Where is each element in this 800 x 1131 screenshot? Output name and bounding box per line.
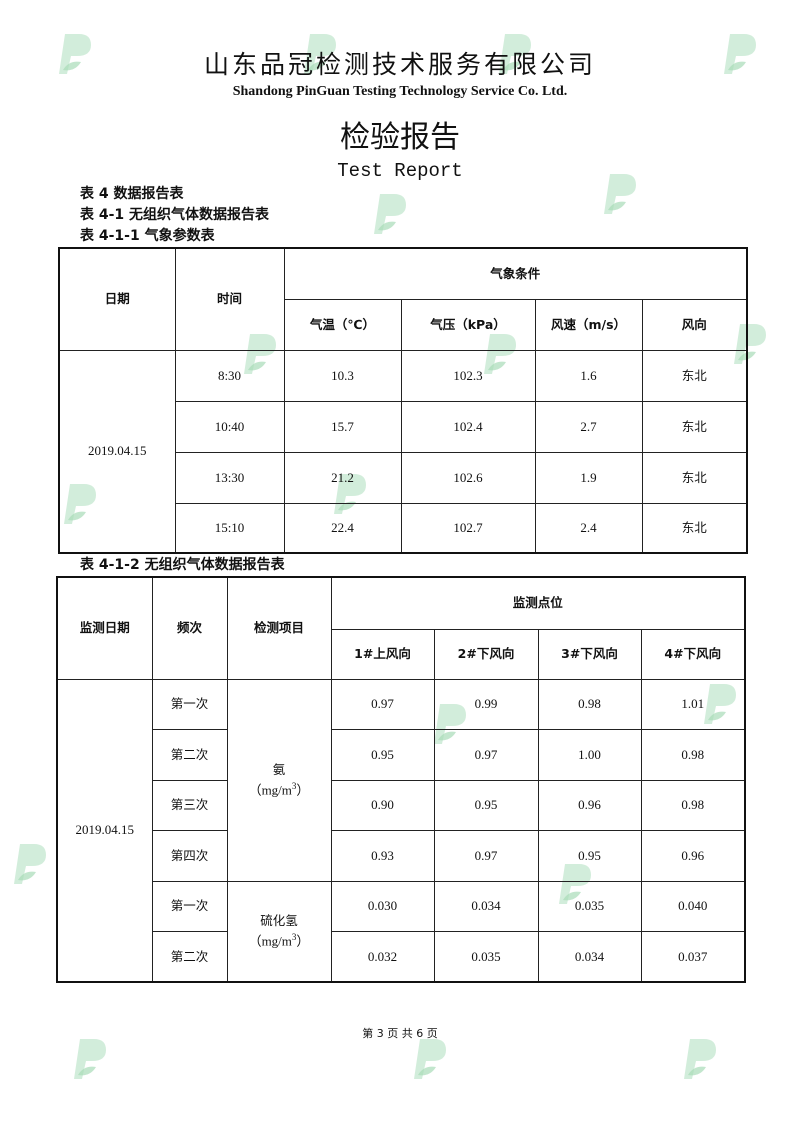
wind-speed-cell: 1.6 — [534, 349, 643, 402]
value-cell: 0.96 — [640, 830, 746, 882]
date-cell: 2019.04.15 — [58, 349, 176, 554]
pressure-cell: 102.3 — [400, 349, 536, 402]
header-point-2: 2#下风向 — [433, 628, 539, 680]
pressure-cell: 102.6 — [400, 451, 536, 504]
value-cell: 0.98 — [537, 678, 642, 730]
watermark-logo — [684, 1039, 716, 1079]
value-cell: 0.95 — [330, 729, 435, 781]
weather-table: 日期 时间 气象条件 气温（℃） 气压（kPa） 风速（m/s） 风向 2019… — [58, 247, 749, 554]
caption-table4-1-2: 表 4-1-2 无组织气体数据报告表 — [80, 557, 285, 573]
value-cell: 0.98 — [640, 779, 746, 831]
value-cell: 0.030 — [330, 880, 435, 932]
wind-speed-cell: 1.9 — [534, 451, 643, 504]
time-cell: 13:30 — [174, 451, 285, 504]
value-cell: 0.034 — [433, 880, 539, 932]
report-title-cn: 检验报告 — [340, 120, 460, 155]
table-row: 第三次 0.90 0.95 0.96 0.98 — [57, 779, 746, 831]
value-cell: 0.97 — [433, 830, 539, 882]
test-item-cell: 硫化氢 （mg/m3） — [226, 880, 332, 983]
report-title-en: Test Report — [337, 160, 463, 182]
caption-table4: 表 4 数据报告表 — [80, 186, 184, 202]
value-cell: 0.035 — [537, 880, 642, 932]
table-row: 第一次 硫化氢 （mg/m3） 0.030 0.034 0.035 0.040 — [57, 880, 746, 983]
temp-cell: 10.3 — [283, 349, 402, 402]
watermark-logo — [14, 844, 46, 884]
wind-dir-cell: 东北 — [641, 400, 748, 453]
value-cell: 0.90 — [330, 779, 435, 831]
value-cell: 0.035 — [433, 931, 539, 983]
company-name-en: Shandong PinGuan Testing Technology Serv… — [232, 84, 568, 99]
value-cell: 0.032 — [330, 931, 435, 983]
header-time: 时间 — [174, 247, 285, 351]
header-date: 日期 — [58, 247, 176, 351]
header-monitor-points: 监测点位 — [330, 576, 746, 630]
pressure-cell: 102.7 — [400, 502, 536, 554]
gas-table: 监测日期 频次 检测项目 监测点位 1#上风向 2#下风向 3#下风向 4#下风… — [56, 576, 747, 983]
frequency-cell: 第四次 — [151, 830, 228, 882]
table-row: 15:10 22.4 102.7 2.4 东北 — [59, 502, 748, 554]
header-wind-dir: 风向 — [641, 298, 748, 351]
header-test-item: 检测项目 — [226, 576, 332, 680]
header-point-3: 3#下风向 — [537, 628, 642, 680]
frequency-cell: 第一次 — [151, 678, 228, 730]
frequency-cell: 第二次 — [151, 931, 228, 983]
value-cell: 0.040 — [640, 880, 746, 932]
wind-dir-cell: 东北 — [641, 451, 748, 504]
value-cell: 0.97 — [433, 729, 539, 781]
pressure-cell: 102.4 — [400, 400, 536, 453]
item-name: 硫化氢 — [260, 913, 298, 929]
item-unit: （mg/m3） — [248, 780, 310, 798]
temp-cell: 21.2 — [283, 451, 402, 504]
table-row: 10:40 15.7 102.4 2.7 东北 — [59, 400, 748, 453]
table-row: 第二次 0.032 0.035 0.034 0.037 — [57, 931, 746, 983]
header-monitor-date: 监测日期 — [56, 576, 153, 680]
header-point-1: 1#上风向 — [330, 628, 435, 680]
value-cell: 1.00 — [537, 729, 642, 781]
caption-table4-1: 表 4-1 无组织气体数据报告表 — [80, 207, 270, 223]
wind-dir-cell: 东北 — [641, 349, 748, 402]
time-cell: 10:40 — [174, 400, 285, 453]
wind-speed-cell: 2.7 — [534, 400, 643, 453]
value-cell: 0.95 — [433, 779, 539, 831]
page-number: 第 3 页 共 6 页 — [362, 1027, 438, 1040]
value-cell: 1.01 — [640, 678, 746, 730]
value-cell: 0.98 — [640, 729, 746, 781]
value-cell: 0.97 — [330, 678, 435, 730]
temp-cell: 15.7 — [283, 400, 402, 453]
value-cell: 0.99 — [433, 678, 539, 730]
frequency-cell: 第一次 — [151, 880, 228, 932]
value-cell: 0.93 — [330, 830, 435, 882]
value-cell: 0.037 — [640, 931, 746, 983]
value-cell: 0.034 — [537, 931, 642, 983]
item-name: 氨 — [272, 761, 286, 777]
value-cell: 0.95 — [537, 830, 642, 882]
watermark-logo — [74, 1039, 106, 1079]
company-name-cn: 山东品冠检测技术服务有限公司 — [203, 50, 596, 79]
wind-speed-cell: 2.4 — [534, 502, 643, 554]
table-row: 第四次 0.93 0.97 0.95 0.96 — [57, 830, 746, 882]
item-unit: （mg/m3） — [248, 932, 310, 949]
header-pressure: 气压（kPa） — [400, 298, 536, 351]
value-cell: 0.96 — [537, 779, 642, 831]
table-row: 第二次 0.95 0.97 1.00 0.98 — [57, 729, 746, 781]
header-frequency: 频次 — [151, 576, 228, 680]
temp-cell: 22.4 — [283, 502, 402, 554]
watermark-logo — [414, 1039, 446, 1079]
test-item-cell: 氨 （mg/m3） — [226, 678, 332, 882]
table-row: 2019.04.15 8:30 10.3 102.3 1.6 东北 — [58, 349, 748, 554]
header-weather-conditions: 气象条件 — [283, 247, 748, 300]
time-cell: 15:10 — [174, 502, 285, 554]
frequency-cell: 第二次 — [151, 729, 228, 781]
header-point-4: 4#下风向 — [640, 628, 746, 680]
header-wind-speed: 风速（m/s） — [534, 298, 643, 351]
table-row: 2019.04.15 第一次氨（mg/m3） 0.97 0.99 0.98 1.01 — [56, 678, 746, 983]
header-temp: 气温（℃） — [283, 298, 402, 351]
time-cell: 8:30 — [174, 349, 285, 402]
watermark-logo — [374, 194, 406, 234]
wind-dir-cell: 东北 — [641, 502, 748, 554]
caption-table4-1-1: 表 4-1-1 气象参数表 — [80, 228, 215, 244]
frequency-cell: 第三次 — [151, 779, 228, 831]
date-cell: 2019.04.15 — [56, 678, 153, 983]
